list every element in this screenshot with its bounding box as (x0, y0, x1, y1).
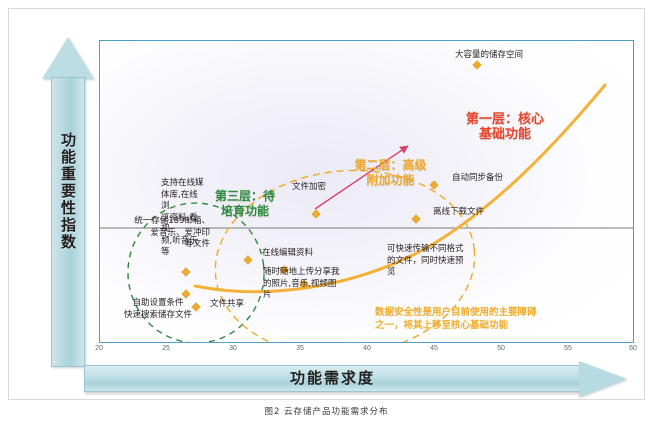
layer-label-advanced: 第二层：高级 附加功能 (354, 158, 427, 187)
figure-container: 功能重要性指数 (8, 8, 645, 400)
x-tick-6: 50 (497, 345, 505, 352)
x-tick-3: 35 (296, 345, 304, 352)
security-note: 数据安全性是用户目前使用的主要障碍 之一，将其上移至核心基础功能 (375, 307, 537, 331)
x-axis-arrow-head (579, 361, 627, 397)
y-axis-arrow-head (42, 37, 94, 79)
y-axis-arrow: 功能重要性指数 (42, 37, 94, 367)
point-label-upload-share: 随时随地上传分享我 的照片,音乐,视频图 片 (263, 267, 340, 300)
point-label-big-storage: 大容量的储存空间 (455, 50, 524, 60)
x-tick-7: 55 (564, 345, 572, 352)
emphasis-arrow (314, 145, 409, 210)
x-tick-4: 40 (363, 345, 371, 352)
point-label-fast-transfer: 可快速传输不同格式 的文件，同时快速预 览 (387, 244, 464, 277)
x-axis-arrow-shaft (84, 365, 581, 392)
plot-area: 第一层：核心 基础功能 第二层：高级 附加功能 第三层：待 培育功能 大容量的储… (99, 40, 634, 343)
x-tick-8: 60 (629, 345, 637, 352)
y-axis-label: 功能重要性指数 (59, 132, 77, 251)
cluster-ellipse-layer3 (127, 202, 265, 342)
x-axis-ticks: 20 25 30 35 40 45 50 55 60 (95, 345, 637, 357)
x-axis-label: 功能需求度 (289, 369, 375, 387)
cluster-ellipse-layer2 (214, 169, 476, 342)
figure-caption: 图2 云存储产品功能需求分布 (264, 407, 389, 417)
point-label-online-edit: 在线编辑资料 (262, 248, 314, 258)
y-axis-arrow-shaft (51, 77, 85, 367)
point-label-offline-download: 离线下载文件 (433, 207, 485, 217)
plot-graphics (100, 60, 633, 342)
point-label-file-share: 文件共享 (210, 299, 245, 309)
x-tick-5: 45 (430, 345, 438, 352)
point-label-auto-sync: 自动同步备份 (452, 173, 504, 183)
point-label-quick-search: 自助设置条件 快速搜索储存文件 (123, 298, 192, 320)
point-label-unified-storage: 统一存储189邮箱、 爱音乐、爱冲印 等文件 (134, 216, 210, 249)
layer-label-core: 第一层：核心 基础功能 (465, 112, 544, 142)
point-label-file-encrypt: 文件加密 (292, 182, 327, 192)
layer-label-nurture: 第三层：待 培育功能 (214, 189, 275, 218)
x-axis-arrow: 功能需求度 (84, 361, 629, 397)
x-tick-1: 25 (162, 345, 170, 352)
point-label-online-media: 支持在线媒 体库,在线浏 览资料,看视 频,听音乐等 (161, 178, 204, 257)
x-tick-2: 30 (229, 345, 237, 352)
data-points (181, 60, 482, 312)
x-tick-0: 20 (95, 345, 103, 352)
trend-curve (193, 83, 607, 294)
